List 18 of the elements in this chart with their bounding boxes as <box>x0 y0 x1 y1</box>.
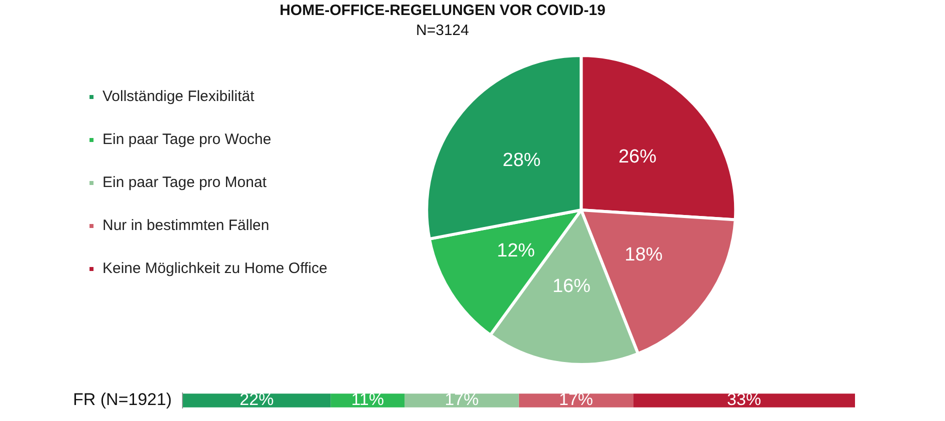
legend-label: Ein paar Tage pro Woche <box>102 131 272 148</box>
legend-label: Keine Möglichkeit zu Home Office <box>102 260 328 278</box>
data-label: 16% <box>552 276 591 297</box>
data-label: 11% <box>351 390 384 410</box>
y-tick-label: FR (N=1921) <box>72 390 172 410</box>
chart-title: HOME-OFFICE-REGELUNGEN VOR COVID-19 <box>280 2 606 20</box>
data-label: 26% <box>618 146 657 168</box>
legend-label: Ein paar Tage pro Monat <box>102 174 268 192</box>
legend-label: Nur in bestimmten Fällen <box>102 217 270 234</box>
data-label: 33% <box>727 390 762 410</box>
data-label: 12% <box>496 240 536 262</box>
data-label: 22% <box>240 390 274 410</box>
data-label: 17% <box>558 390 594 410</box>
data-label: 17% <box>444 390 479 410</box>
data-label: 18% <box>624 244 663 266</box>
chart-subtitle: N=3124 <box>416 22 469 40</box>
data-label: 28% <box>502 150 541 171</box>
legend-label: Vollständige Flexibilität <box>102 88 256 106</box>
